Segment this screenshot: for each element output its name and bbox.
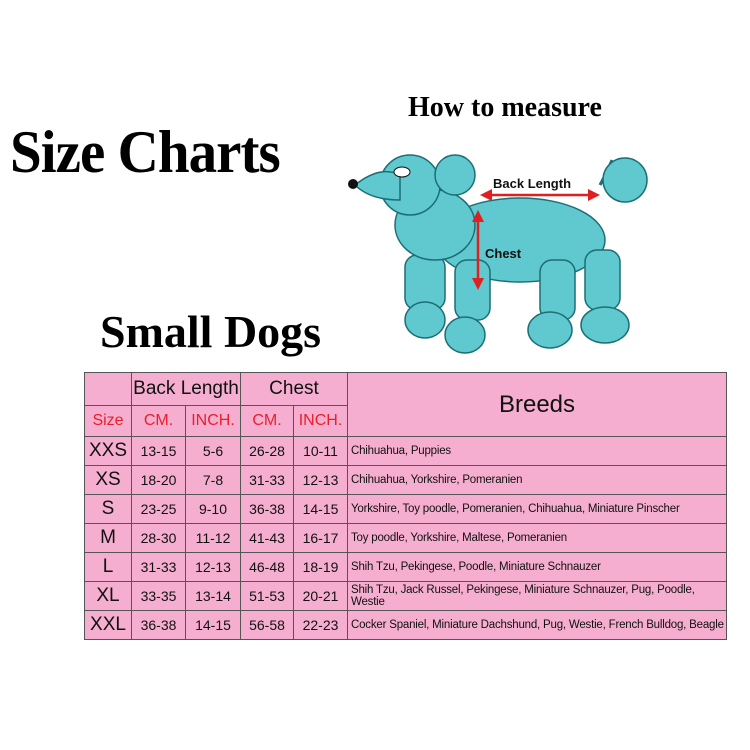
cell-bl-inch: 7-8 <box>185 465 241 495</box>
cell-bl-inch: 14-15 <box>185 610 241 640</box>
back-length-label: Back Length <box>493 176 571 191</box>
poodle-illustration: Back Length Chest <box>348 154 648 354</box>
cell-size: XXL <box>84 610 132 640</box>
cell-ch-inch: 18-19 <box>293 552 348 582</box>
cell-breeds: Chihuahua, Yorkshire, Pomeranien <box>347 465 727 495</box>
back-cm-header: CM. <box>131 405 186 437</box>
cell-ch-inch: 14-15 <box>293 494 348 524</box>
cell-breeds: Shih Tzu, Pekingese, Poodle, Miniature S… <box>347 552 727 582</box>
cell-bl-cm: 28-30 <box>131 523 186 553</box>
chest-header: Chest <box>240 372 348 406</box>
cell-breeds: Yorkshire, Toy poodle, Pomeranien, Chihu… <box>347 494 727 524</box>
cell-ch-inch: 22-23 <box>293 610 348 640</box>
cell-size: XXS <box>84 436 132 466</box>
cell-ch-cm: 26-28 <box>240 436 294 466</box>
cell-ch-cm: 41-43 <box>240 523 294 553</box>
cell-ch-cm: 46-48 <box>240 552 294 582</box>
cell-bl-cm: 18-20 <box>131 465 186 495</box>
cell-size: XS <box>84 465 132 495</box>
cell-ch-inch: 16-17 <box>293 523 348 553</box>
table-row: XS 18-20 7-8 31-33 12-13 Chihuahua, Yorkshire… <box>84 465 727 495</box>
cell-bl-cm: 36-38 <box>131 610 186 640</box>
cell-ch-inch: 20-21 <box>293 581 348 611</box>
cell-size: S <box>84 494 132 524</box>
page-title: Size Charts <box>10 119 281 185</box>
cell-bl-inch: 11-12 <box>185 523 241 553</box>
cell-bl-inch: 9-10 <box>185 494 241 524</box>
cell-bl-inch: 12-13 <box>185 552 241 582</box>
cell-breeds: Cocker Spaniel, Miniature Dachshund, Pug… <box>347 610 727 640</box>
cell-size: XL <box>84 581 132 611</box>
cell-bl-cm: 33-35 <box>131 581 186 611</box>
cell-ch-cm: 36-38 <box>240 494 294 524</box>
chest-cm-header: CM. <box>240 405 294 437</box>
table-row: XXS 13-15 5-6 26-28 10-11 Chihuahua, Puppies <box>84 436 727 466</box>
back-length-header: Back Length <box>131 372 241 406</box>
size-header: Size <box>84 405 132 437</box>
table-row: L 31-33 12-13 46-48 18-19 Shih Tzu, Pekingese… <box>84 552 727 582</box>
empty-header <box>84 372 132 406</box>
cell-size: M <box>84 523 132 553</box>
cell-bl-cm: 13-15 <box>131 436 186 466</box>
chest-label: Chest <box>485 246 522 261</box>
size-table: Back Length Chest Breeds Size CM. INCH. … <box>84 372 727 640</box>
how-to-measure-heading: How to measure <box>408 92 602 123</box>
cell-breeds: Shih Tzu, Jack Russel, Pekingese, Miniat… <box>347 581 727 611</box>
cell-bl-cm: 23-25 <box>131 494 186 524</box>
cell-ch-cm: 31-33 <box>240 465 294 495</box>
table-row: M 28-30 11-12 41-43 16-17 Toy poodle, Yorkshi… <box>84 523 727 553</box>
cell-breeds: Toy poodle, Yorkshire, Maltese, Pomerani… <box>347 523 727 553</box>
group-header-row: Back Length Chest Breeds <box>84 372 727 437</box>
cell-ch-cm: 56-58 <box>240 610 294 640</box>
back-inch-header: INCH. <box>185 405 241 437</box>
section-title: Small Dogs <box>100 306 322 357</box>
table-row: XL 33-35 13-14 51-53 20-21 Shih Tzu, Jack Rus… <box>84 581 727 611</box>
cell-bl-cm: 31-33 <box>131 552 186 582</box>
cell-size: L <box>84 552 132 582</box>
cell-ch-inch: 10-11 <box>293 436 348 466</box>
cell-ch-inch: 12-13 <box>293 465 348 495</box>
breeds-header: Breeds <box>347 372 727 437</box>
cell-ch-cm: 51-53 <box>240 581 294 611</box>
table-row: S 23-25 9-10 36-38 14-15 Yorkshire, Toy poodl… <box>84 494 727 524</box>
cell-breeds: Chihuahua, Puppies <box>347 436 727 466</box>
cell-bl-inch: 13-14 <box>185 581 241 611</box>
table-row: XXL 36-38 14-15 56-58 22-23 Cocker Spaniel, M… <box>84 610 727 640</box>
cell-bl-inch: 5-6 <box>185 436 241 466</box>
chest-inch-header: INCH. <box>293 405 348 437</box>
